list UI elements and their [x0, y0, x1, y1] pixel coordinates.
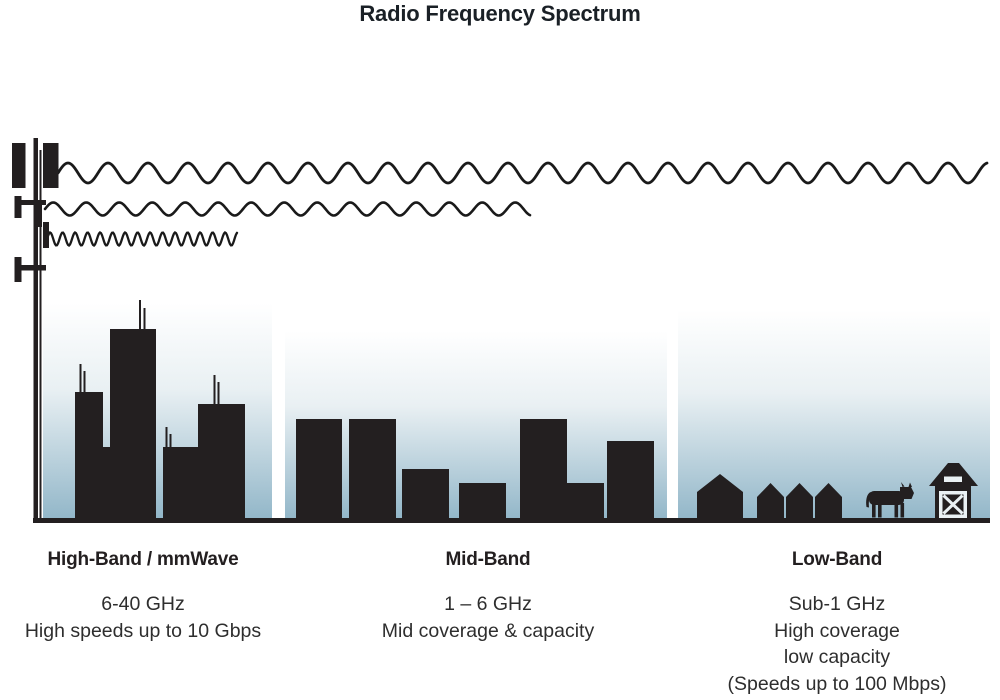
tower-mast-secondary — [39, 150, 42, 523]
tower-antenna-panel — [43, 222, 49, 248]
low-band-scene — [697, 463, 978, 519]
building — [607, 441, 654, 518]
skyscraper — [110, 329, 156, 518]
building — [296, 419, 342, 518]
building — [520, 419, 567, 518]
band-frequency: 6-40 GHz — [101, 593, 185, 615]
barn-door-cross — [942, 494, 964, 515]
mid-band-wave-icon — [43, 201, 532, 217]
building — [567, 483, 604, 518]
sky-gradients — [43, 303, 990, 518]
band-label-high: High-Band / mmWave 6-40 GHz High speeds … — [3, 549, 283, 644]
band-description: low capacity — [783, 646, 891, 668]
house-icon — [815, 483, 842, 519]
band-label-mid: Mid-Band 1 – 6 GHz Mid coverage & capaci… — [348, 549, 628, 644]
tower-crossbar — [16, 200, 46, 205]
low-band-wave-icon — [56, 161, 989, 185]
house-icon — [697, 474, 743, 519]
band-description: High speeds up to 10 Gbps — [24, 619, 262, 642]
page-title: Radio Frequency Spectrum — [359, 1, 641, 26]
tower-mast — [33, 138, 38, 523]
band-details-high: 6-40 GHz High speeds up to 10 Gbps — [3, 591, 283, 644]
skyscraper — [198, 404, 245, 518]
band-name-mid: Mid-Band — [445, 549, 531, 570]
building — [459, 483, 506, 518]
skyscraper — [163, 447, 198, 518]
tower-antenna-panel — [14, 196, 22, 218]
barn-vent — [944, 476, 962, 482]
band-description: (Speeds up to 100 Mbps) — [727, 672, 947, 695]
house-icon — [757, 483, 784, 519]
house-icon — [786, 483, 813, 519]
band-name-high: High-Band / mmWave — [47, 549, 239, 570]
tower-antenna-panel — [43, 143, 59, 188]
ground-line — [33, 518, 990, 523]
band-description: High coverage — [774, 619, 900, 642]
tower-bracket — [38, 205, 42, 227]
band-details-low: Sub-1 GHz High coverage low capacity (Sp… — [697, 591, 977, 697]
cow-icon — [866, 482, 914, 518]
barn-icon — [929, 463, 978, 519]
skyscraper — [103, 447, 110, 518]
cell-tower-icon — [12, 138, 59, 523]
band-details-mid: 1 – 6 GHz Mid coverage & capacity — [348, 591, 628, 644]
high-band-skyline — [75, 300, 245, 518]
skyscraper — [75, 392, 103, 518]
band-label-low: Low-Band Sub-1 GHz High coverage low cap… — [697, 549, 977, 697]
tower-antenna-panel — [12, 143, 26, 188]
high-band-wave-icon — [45, 231, 239, 247]
tower-antenna-panel — [14, 257, 22, 282]
band-frequency: 1 – 6 GHz — [444, 593, 532, 615]
mid-band-skyline — [296, 419, 654, 518]
band-name-low: Low-Band — [791, 549, 883, 570]
radio-waves — [43, 161, 989, 247]
band-frequency: Sub-1 GHz — [788, 593, 886, 615]
tower-crossbar — [16, 265, 46, 271]
building — [402, 469, 449, 518]
band-description: Mid coverage & capacity — [381, 619, 595, 642]
building — [349, 419, 396, 518]
